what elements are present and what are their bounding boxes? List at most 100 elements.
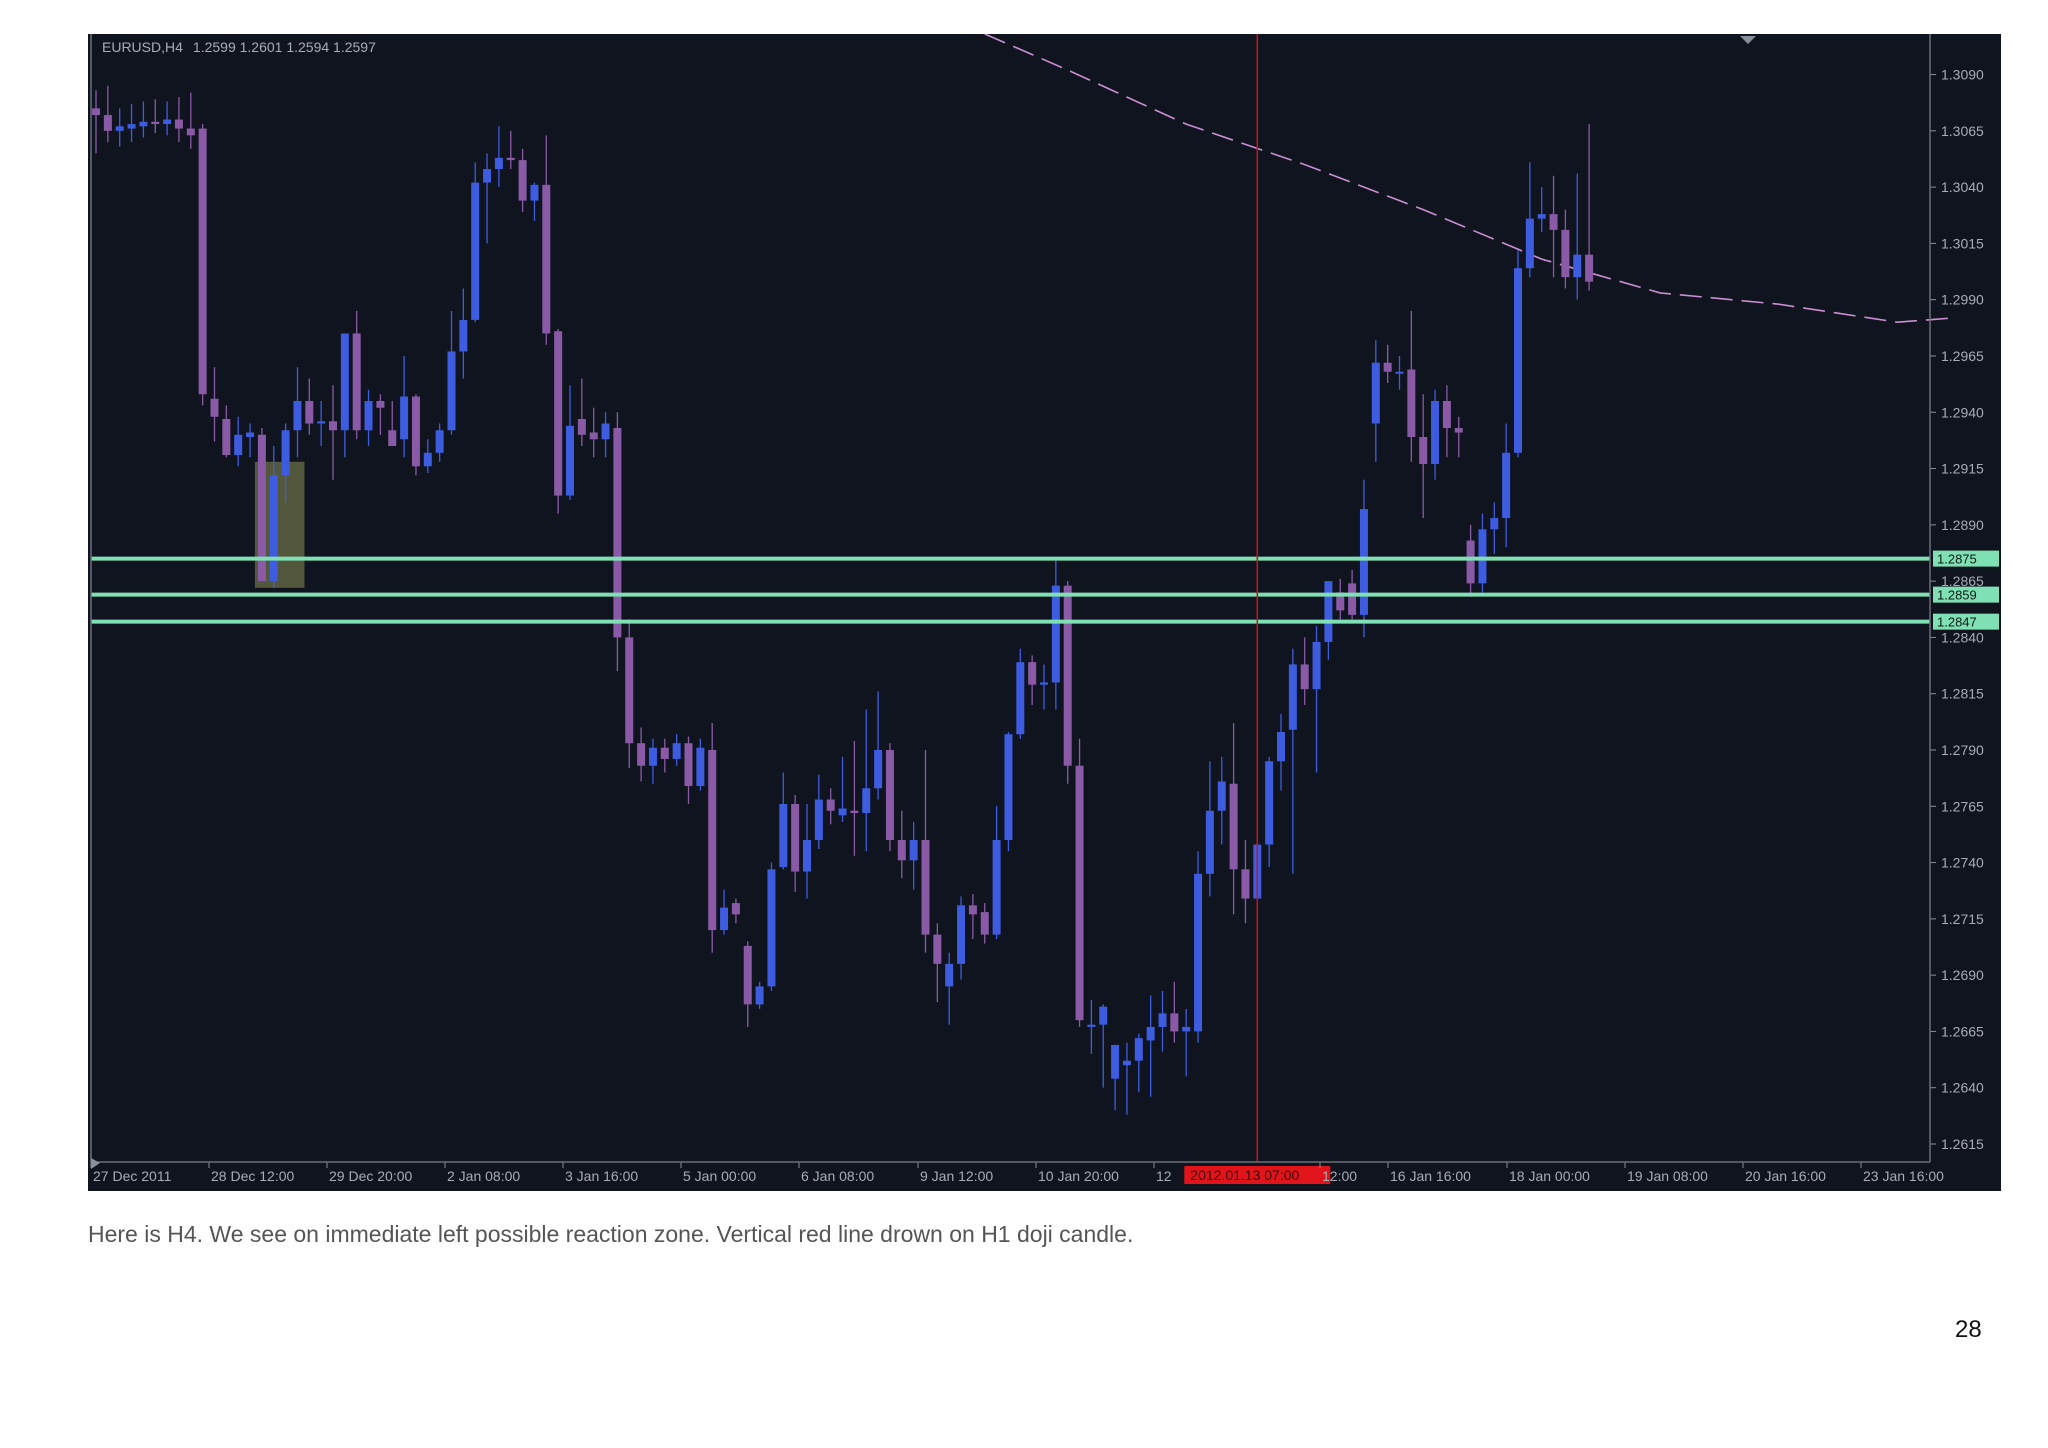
candle: [435, 423, 444, 462]
candle: [317, 400, 326, 447]
candle: [885, 743, 894, 852]
chart-window[interactable]: 1.2875 1.2859 1.2847 2012.01.13 07:00 1.30…: [88, 34, 2001, 1191]
candle-body: [329, 421, 337, 431]
crosshair-time-tag: [1184, 1166, 1331, 1184]
candle-body: [459, 319, 468, 352]
candle-body: [874, 749, 883, 789]
candle: [542, 135, 551, 345]
candle: [376, 394, 385, 435]
candle: [1063, 581, 1072, 784]
candle-body: [1454, 428, 1463, 433]
candle: [1051, 558, 1060, 710]
candle: [862, 709, 871, 852]
candle: [364, 389, 373, 447]
candle-body: [1490, 518, 1499, 530]
candle-body: [364, 400, 373, 431]
candle: [1170, 981, 1179, 1043]
candle: [127, 103, 136, 143]
candle-body: [945, 963, 954, 987]
candle-body: [1371, 362, 1380, 424]
candle-body: [494, 157, 503, 170]
chart-shift-marker-icon[interactable]: [1740, 36, 1756, 44]
candle: [1158, 990, 1167, 1052]
candle-body: [1111, 1044, 1120, 1079]
candle: [672, 734, 681, 766]
candle: [388, 400, 397, 447]
level-price-label: 1.2859: [1937, 588, 1977, 603]
candle-body: [1040, 682, 1048, 685]
candle: [1028, 655, 1037, 705]
price-tick-label: 1.2790: [1941, 742, 1984, 758]
crosshair-time-label: 2012.01.13 07:00: [1190, 1167, 1299, 1183]
candle-body: [1134, 1038, 1143, 1061]
candle-body: [163, 119, 172, 125]
level-price-tag: [1933, 550, 1999, 567]
candle-body: [992, 840, 1001, 935]
candle-body: [1585, 254, 1594, 282]
candle: [660, 738, 669, 773]
candle-body: [566, 425, 574, 496]
candle-body: [755, 986, 764, 1005]
time-tick-label: 20 Jan 16:00: [1745, 1168, 1826, 1184]
time-tick-label: 29 Dec 20:00: [329, 1168, 412, 1184]
candle-body: [814, 799, 823, 841]
candle-body: [1561, 229, 1570, 278]
candle-body: [1502, 452, 1511, 519]
candle-body: [1336, 592, 1345, 611]
candle-body: [222, 419, 231, 456]
candle: [340, 333, 349, 458]
scroll-marker-icon[interactable]: [91, 1158, 100, 1169]
candle: [269, 446, 278, 588]
candle-body: [957, 905, 966, 964]
candle-body: [518, 160, 527, 201]
candle-body: [1194, 873, 1203, 1032]
candle: [1312, 626, 1321, 773]
candle: [1277, 713, 1285, 791]
candle: [850, 740, 859, 856]
candle-body: [1573, 254, 1582, 278]
candle: [791, 795, 800, 892]
candle-body: [1241, 869, 1250, 899]
level-price-tag: [1933, 586, 1999, 603]
candle-body: [174, 119, 183, 129]
candle-body: [720, 907, 729, 931]
candle-body: [411, 396, 420, 467]
price-tick-label: 1.2765: [1941, 798, 1984, 814]
candle: [980, 903, 989, 944]
candle: [1111, 1044, 1120, 1111]
candle: [115, 108, 124, 147]
candle-body: [92, 108, 100, 116]
candle: [1561, 209, 1570, 289]
candle-body: [1525, 218, 1534, 269]
candle: [1004, 731, 1013, 852]
candle: [1442, 385, 1451, 458]
candle: [957, 896, 966, 980]
chart-background: [88, 34, 2001, 1191]
candle-body: [1122, 1060, 1131, 1066]
candle: [1395, 355, 1404, 390]
candle-body: [542, 184, 551, 334]
candle: [648, 738, 657, 784]
candle-body: [210, 398, 219, 417]
candle-body: [340, 333, 349, 431]
candle-body: [1277, 731, 1285, 762]
candle-body: [1407, 369, 1416, 438]
candle: [1585, 124, 1594, 291]
candle-body: [625, 637, 634, 744]
candle: [601, 412, 610, 458]
candle: [1490, 502, 1499, 555]
candle-body: [400, 396, 409, 440]
candle: [1099, 1004, 1108, 1088]
candle-body: [1075, 765, 1084, 1021]
candle-body: [1514, 268, 1522, 453]
candle: [174, 97, 183, 143]
candle: [494, 126, 503, 188]
time-tick-label: 3 Jan 16:00: [565, 1168, 638, 1184]
candle-body: [909, 840, 918, 861]
candle: [1075, 738, 1084, 1027]
candle: [1407, 310, 1416, 462]
candle: [838, 756, 847, 823]
time-tick-label: 2 Jan 08:00: [447, 1168, 520, 1184]
candle: [874, 691, 883, 800]
candlestick-chart[interactable]: 1.2875 1.2859 1.2847 2012.01.13 07:00 1.30…: [88, 34, 2001, 1191]
